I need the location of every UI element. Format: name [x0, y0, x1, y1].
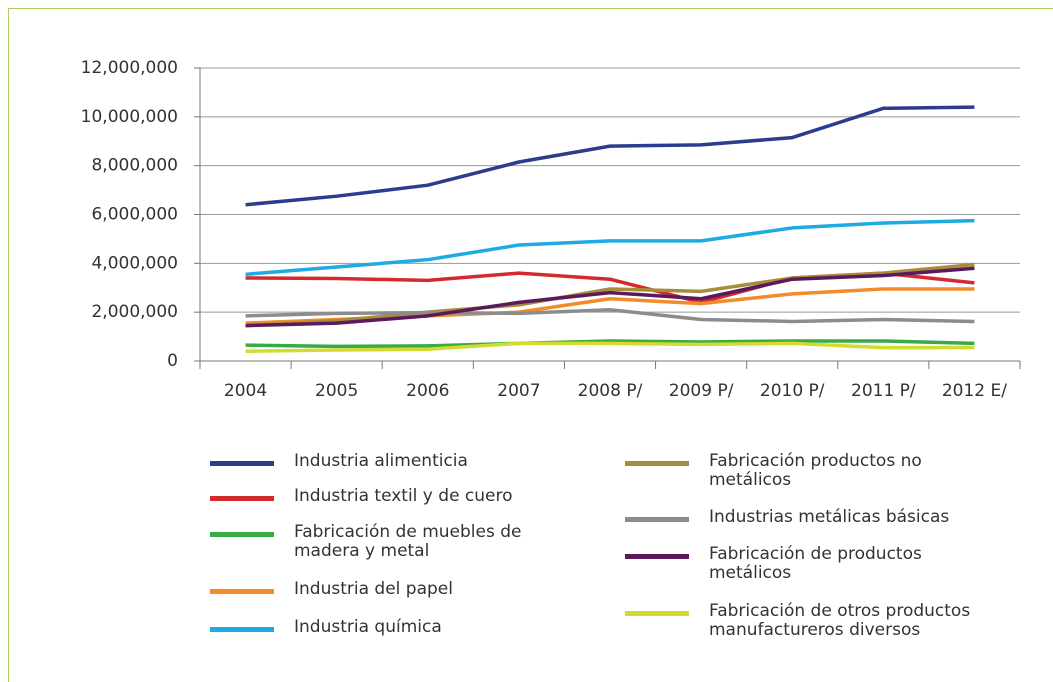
- legend-label: Fabricación de productos metálicos: [709, 544, 922, 583]
- legend-label: Fabricación de muebles de madera y metal: [294, 522, 522, 561]
- legend-item: Fabricación de productos metálicos: [625, 545, 989, 583]
- y-tick-label: 2,000,000: [91, 302, 178, 322]
- series-line: [245, 341, 975, 353]
- y-tick-label: 4,000,000: [91, 253, 178, 273]
- series-line: [245, 105, 975, 207]
- series-line: [245, 262, 975, 328]
- legend-item: Industria textil y de cuero: [210, 487, 574, 506]
- series-line: [245, 218, 975, 277]
- x-tick-label: 2009 P/: [669, 381, 734, 401]
- legend-item: Industria química: [210, 618, 574, 637]
- legend-item: Industrias metálicas básicas: [625, 508, 989, 527]
- x-tick-label: 2004: [224, 381, 267, 401]
- frame: [8, 8, 1053, 682]
- legend-label: Industria química: [294, 617, 442, 637]
- x-tick-label: 2006: [406, 381, 449, 401]
- y-tick-label: 10,000,000: [81, 107, 178, 127]
- legend-label: Industria alimenticia: [294, 451, 468, 471]
- x-tick-label: 2007: [497, 381, 540, 401]
- legend-item: Fabricación de muebles de madera y metal: [210, 523, 574, 561]
- legend-label: Fabricación de otros productos manufactu…: [709, 601, 971, 640]
- legend-swatch: [625, 611, 689, 616]
- legend-swatch: [210, 627, 274, 632]
- y-tick-label: 12,000,000: [81, 58, 178, 78]
- legend-label: Industria textil y de cuero: [294, 486, 513, 506]
- legend-item: Industria alimenticia: [210, 452, 574, 471]
- series-line: [245, 339, 975, 349]
- y-tick-label: 6,000,000: [91, 205, 178, 225]
- legend-label: Industrias metálicas básicas: [709, 507, 950, 527]
- legend-swatch: [210, 461, 274, 466]
- legend-item: Fabricación productos no metálicos: [625, 452, 989, 490]
- legend-swatch: [625, 554, 689, 559]
- legend-swatch: [210, 589, 274, 594]
- x-tick-label: 2012 E/: [942, 381, 1007, 401]
- x-tick-label: 2010 P/: [760, 381, 825, 401]
- legend-swatch: [210, 496, 274, 501]
- x-tick-label: 2005: [315, 381, 358, 401]
- legend-swatch: [625, 461, 689, 466]
- x-tick-label: 2008 P/: [578, 381, 643, 401]
- legend-item: Industria del papel: [210, 580, 574, 599]
- series-line: [245, 307, 975, 324]
- y-tick-label: 8,000,000: [91, 156, 178, 176]
- legend-swatch: [625, 517, 689, 522]
- legend-label: Industria del papel: [294, 579, 453, 599]
- series-line: [245, 266, 975, 328]
- legend-label: Fabricación productos no metálicos: [709, 451, 922, 490]
- y-tick-label: 0: [167, 351, 178, 371]
- legend-swatch: [210, 532, 274, 537]
- x-tick-label: 2011 P/: [851, 381, 916, 401]
- legend-item: Fabricación de otros productos manufactu…: [625, 602, 989, 640]
